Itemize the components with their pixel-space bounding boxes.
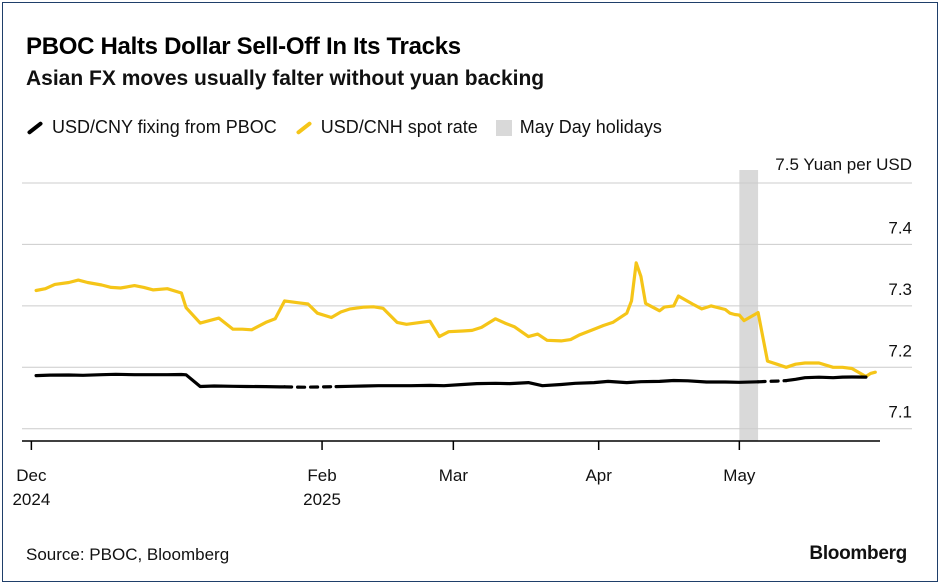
series-line-fixing	[334, 378, 760, 389]
chart-subtitle: Asian FX moves usually falter without yu…	[26, 67, 545, 90]
x-tick-label: Mar	[439, 466, 469, 485]
legend-item-spot: USD/CNH spot rate	[295, 117, 478, 138]
x-tick-label: Dec	[16, 466, 47, 485]
gridlines	[22, 182, 912, 430]
chart-title: PBOC Halts Dollar Sell-Off In Its Tracks	[26, 33, 461, 60]
y-tick-label: 7.2	[888, 341, 912, 360]
series-lines	[34, 261, 877, 389]
legend: USD/CNY fixing from PBOC USD/CNH spot ra…	[26, 117, 680, 138]
x-tick-label-year: 2024	[12, 490, 50, 509]
x-tick-label: Apr	[585, 466, 612, 485]
series-line-fixing-dashed	[283, 385, 338, 389]
legend-label-fixing: USD/CNY fixing from PBOC	[52, 117, 277, 137]
x-tick-label: May	[723, 466, 756, 485]
x-tick-labels: Dec 2024 Feb 2025 Mar Apr May	[12, 466, 755, 509]
x-tick-label-year: 2025	[303, 490, 341, 509]
legend-item-fixing: USD/CNY fixing from PBOC	[26, 117, 277, 138]
x-tick-label: Feb	[307, 466, 336, 485]
y-unit-label: 7.5 Yuan per USD	[775, 155, 912, 174]
legend-item-holiday: May Day holidays	[495, 117, 662, 138]
legend-label-spot: USD/CNH spot rate	[320, 117, 478, 137]
series-line-spot	[34, 261, 877, 379]
y-tick-label: 7.3	[888, 280, 912, 299]
legend-label-holiday: May Day holidays	[519, 117, 662, 137]
legend-swatch-holiday	[495, 119, 512, 136]
brand-logo: Bloomberg	[809, 543, 907, 564]
series-line-fixing-dashed	[756, 379, 788, 384]
x-axis	[22, 440, 880, 450]
y-tick-label: 7.4	[888, 218, 912, 237]
y-tick-label: 7.1	[888, 403, 912, 422]
series-line-fixing	[784, 375, 868, 383]
source-note: Source: PBOC, Bloomberg	[26, 545, 230, 564]
series-line-fixing	[34, 372, 287, 389]
y-tick-labels: 7.5 Yuan per USD 7.1 7.2 7.3 7.4	[775, 155, 912, 422]
